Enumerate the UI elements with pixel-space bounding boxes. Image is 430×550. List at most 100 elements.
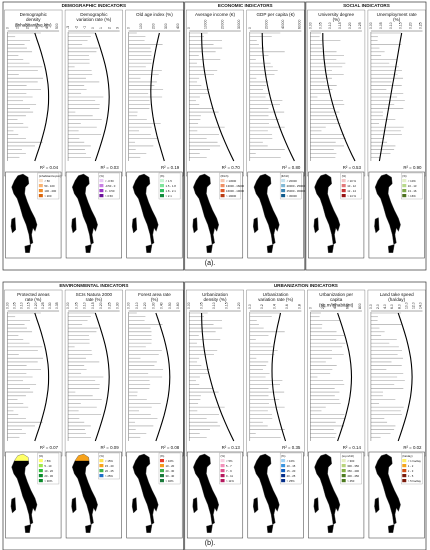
map-region (132, 194, 159, 202)
map-region (313, 467, 340, 475)
map-outline (132, 453, 159, 525)
map-region (192, 454, 219, 462)
legend-item: > 30% (44, 479, 53, 483)
map-outline (253, 453, 280, 525)
axis-ticks: 0.00 0.05 0.10 0.15 0.20 0.25 0.30 0.35 (6, 302, 60, 309)
tick-label: -1 (83, 26, 87, 29)
map-region (192, 187, 219, 195)
tick-label: 0.30 (48, 302, 52, 309)
legend-swatch (99, 459, 104, 463)
legend-swatch (281, 189, 286, 193)
map-region (192, 180, 219, 189)
tick-label: 0.20 (34, 302, 38, 309)
map-outline (313, 497, 319, 514)
tick-label: 400 (176, 23, 180, 29)
map-outline (327, 244, 335, 253)
legend-swatch (341, 189, 346, 193)
bars (310, 32, 346, 158)
legend-item: < 10 % (347, 179, 356, 183)
tick-label: 100 (139, 23, 143, 29)
axis-ticks: 0.0 0.2 0.4 0.6 0.8 (248, 304, 302, 309)
map-region (10, 460, 38, 469)
map-outline (11, 453, 38, 525)
legend-item: 300 - 350 (347, 464, 359, 468)
legend-item: > 25% (105, 474, 114, 478)
tick-label: 0.05 (200, 302, 204, 309)
panel-5: Urbanization per capita (sq.m/inhabitant)0… (308, 292, 365, 539)
panel-label: Demographic density (inhabitant/sq.km) (15, 12, 52, 27)
legend-item: < -0.50 (105, 179, 114, 183)
tick-label: 0.20 (99, 302, 103, 309)
panel-label-line: Urbanization (202, 292, 228, 297)
map-region (253, 481, 280, 489)
legend-title: (€/inh) (221, 174, 229, 178)
legend-swatch (220, 469, 225, 473)
figure-a-label: (a). (205, 260, 216, 267)
trend-line (261, 32, 295, 162)
map-outline (71, 173, 98, 245)
map-region (192, 495, 219, 503)
panel-label-line: Unemployment rate (377, 12, 418, 17)
map-region (313, 201, 340, 209)
tick-label: 0.8 (297, 304, 301, 309)
legend-item: 3 - 5 (408, 474, 414, 478)
map-region (71, 495, 98, 503)
panel-label-line: (ha/day) (388, 297, 405, 302)
legend-item: 30 - 40 (165, 474, 174, 478)
panel-label: Protected areas rate (%) (17, 292, 50, 302)
r2-label: R² = 0.14 (343, 445, 362, 450)
map-region (313, 187, 340, 195)
map-a2: (%)< 1.51.5 - 1.81.8 - 2.1> 2.1 (126, 171, 183, 259)
legend-title: (%) (281, 454, 285, 458)
tick-label: 0.50 (168, 302, 172, 309)
map-region (253, 180, 280, 189)
tick-label: 0 (6, 27, 10, 29)
bars (189, 312, 225, 438)
map-region (132, 454, 159, 462)
legend-swatch (402, 459, 407, 463)
tick-label: -3 (66, 26, 70, 29)
map-outline (266, 244, 274, 253)
panel-label: GDP per capita (€) (256, 12, 295, 17)
group-frame (184, 1, 306, 271)
tick-label: 500 (55, 23, 59, 29)
axis-ticks: 0.00 0.05 0.10 0.15 0.20 0.25 (369, 22, 423, 29)
map-region (71, 194, 98, 202)
legend-swatch (402, 194, 407, 198)
legend-item: 20 - 30 (44, 474, 53, 478)
map-outline (266, 524, 274, 533)
map-region (374, 495, 401, 503)
legend-item: 5 - 10 (44, 464, 52, 468)
tick-label: 0.05 (13, 302, 17, 309)
map-region (10, 215, 38, 223)
legend-swatch (99, 469, 104, 473)
map-region (10, 208, 38, 216)
map-region (192, 488, 219, 496)
map-outline (131, 497, 138, 514)
trend-line (94, 312, 110, 442)
r2-label: R² = 0.19 (161, 165, 180, 170)
map-outline (131, 217, 138, 234)
map-outline (11, 173, 38, 245)
panel-label-line: density (26, 17, 41, 22)
tick-label: 0.6 (285, 304, 289, 309)
bars (68, 32, 104, 158)
map-region (313, 460, 340, 469)
tick-label: 0.05 (318, 22, 322, 29)
legend-swatch (341, 184, 346, 188)
panel-label: Old age index (%) (136, 12, 173, 17)
trend-line (378, 32, 403, 162)
figure-b-label: (b). (205, 540, 216, 547)
tick-label: 0.10 (83, 302, 87, 309)
legend-item: 13 - 16 (408, 189, 417, 193)
legend-item: 15 - 20 (287, 469, 296, 473)
panel-label-line: GDP per capita (€) (256, 12, 295, 17)
map-region (132, 187, 159, 195)
panel-5: University degree (%)0.00 0.05 0.10 0.15 0.20… (308, 12, 365, 259)
map-outline (71, 453, 98, 525)
map-region (374, 194, 401, 202)
